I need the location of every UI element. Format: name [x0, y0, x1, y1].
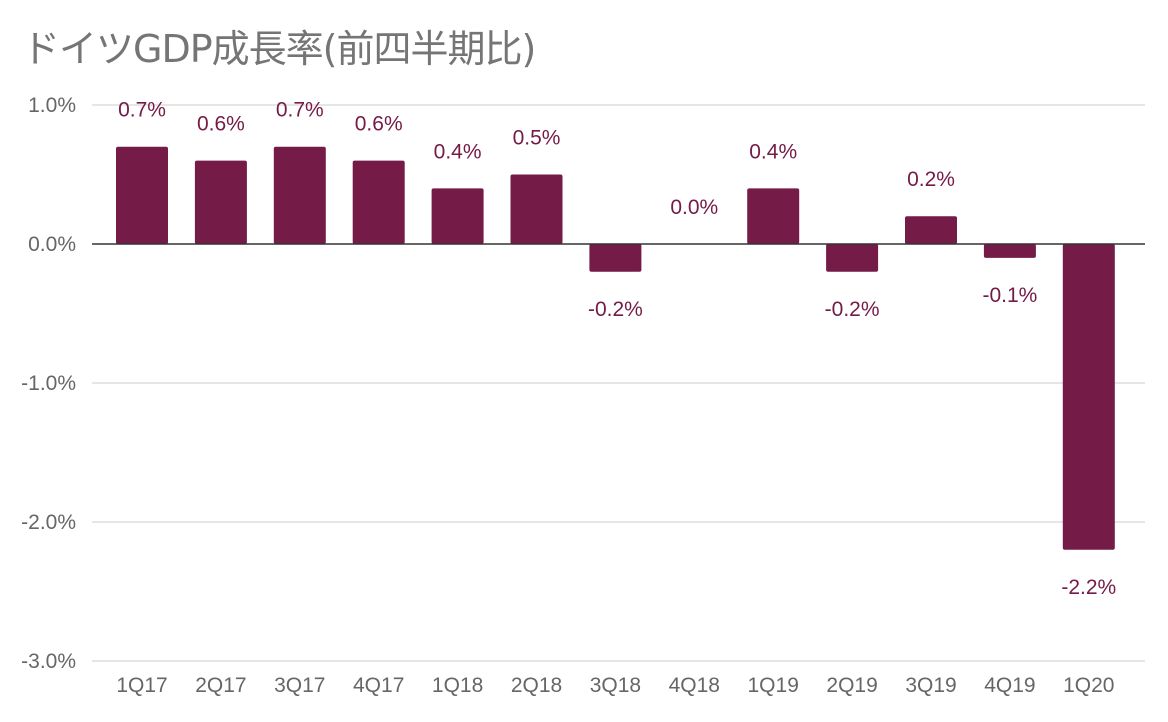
- bar: [510, 174, 563, 244]
- data-label: -2.2%: [1061, 576, 1116, 599]
- y-tick-label: 0.0%: [28, 233, 76, 256]
- chart-title: ドイツGDP成長率(前四半期比): [22, 27, 536, 71]
- bar: [352, 160, 405, 244]
- x-tick-label: 4Q19: [984, 674, 1035, 697]
- data-label: 0.5%: [513, 127, 561, 150]
- x-tick-label: 1Q20: [1063, 674, 1114, 697]
- x-tick-label: 3Q18: [590, 674, 641, 697]
- x-tick-label: 4Q17: [353, 674, 404, 697]
- bar: [273, 146, 326, 244]
- bar: [589, 244, 642, 272]
- data-label: 0.6%: [197, 113, 245, 136]
- data-label: 0.6%: [355, 113, 403, 136]
- data-label: 0.7%: [276, 99, 324, 122]
- bar: [905, 216, 957, 244]
- bar: [431, 188, 484, 244]
- data-label: 0.2%: [907, 168, 955, 191]
- x-tick-label: 3Q17: [274, 674, 325, 697]
- y-tick-label: 1.0%: [28, 94, 76, 117]
- bar: [983, 244, 1036, 258]
- data-label: 0.7%: [118, 99, 166, 122]
- data-label: -0.2%: [825, 298, 880, 321]
- data-label: 0.0%: [670, 196, 718, 219]
- y-tick-label: -1.0%: [21, 372, 76, 395]
- data-label: 0.4%: [434, 140, 482, 163]
- x-tick-label: 1Q19: [748, 674, 799, 697]
- data-label: -0.1%: [982, 284, 1037, 307]
- x-tick-label: 1Q18: [432, 674, 483, 697]
- data-label: 0.4%: [749, 140, 797, 163]
- bar: [826, 244, 879, 272]
- y-tick-label: -3.0%: [21, 650, 76, 673]
- x-tick-label: 2Q19: [826, 674, 877, 697]
- x-tick-label: 4Q18: [669, 674, 720, 697]
- data-label: -0.2%: [588, 298, 643, 321]
- x-tick-label: 2Q17: [195, 674, 246, 697]
- bar: [194, 160, 247, 244]
- bar: [116, 146, 168, 244]
- bar: [747, 188, 800, 244]
- bar: [1062, 244, 1115, 550]
- x-tick-label: 1Q17: [116, 674, 167, 697]
- x-tick-label: 2Q18: [511, 674, 562, 697]
- x-tick-label: 3Q19: [905, 674, 956, 697]
- y-tick-label: -2.0%: [21, 511, 76, 534]
